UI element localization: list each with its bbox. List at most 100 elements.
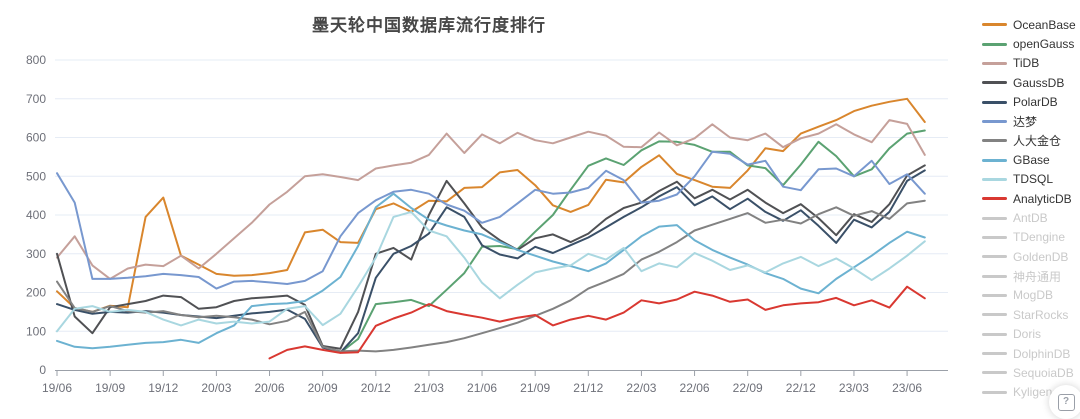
legend-label: PolarDB [1013, 95, 1058, 110]
legend-line-swatch [982, 255, 1007, 259]
legend-label: AnalyticDB [1013, 191, 1072, 206]
legend-line-swatch [982, 61, 1007, 65]
y-axis-label: 600 [26, 131, 46, 145]
x-axis-label: 22/03 [626, 381, 656, 395]
x-axis-label: 21/06 [467, 381, 497, 395]
series-line-GaussDB [56, 164, 926, 350]
legend-line-swatch [982, 216, 1007, 220]
legend-line-swatch [982, 23, 1007, 27]
legend-label: 人大金仓 [1013, 134, 1062, 149]
legend-label: MogDB [1013, 288, 1054, 303]
legend-label: TDengine [1013, 230, 1066, 245]
series-line-TDSQL [56, 210, 926, 333]
x-axis-label: 19/06 [42, 381, 72, 395]
legend-line-swatch [982, 371, 1007, 375]
series-line-openGauss [339, 129, 926, 354]
legend-label: SequoiaDB [1013, 365, 1074, 380]
x-axis-label: 22/09 [733, 381, 763, 395]
legend-line-swatch [982, 235, 1007, 239]
legend-label: openGauss [1013, 37, 1075, 52]
legend-line-swatch [982, 352, 1007, 356]
legend-label: StarRocks [1013, 307, 1069, 322]
x-axis-label: 22/06 [680, 381, 710, 395]
legend-label: GaussDB [1013, 75, 1065, 90]
legend-item-GoldenDB[interactable]: GoldenDB [982, 247, 1080, 266]
x-axis-label: 20/03 [201, 381, 231, 395]
legend-item-SequoiaDB[interactable]: SequoiaDB [982, 363, 1080, 382]
series-line-AnalyticDB [268, 285, 926, 360]
legend-label: GoldenDB [1013, 249, 1069, 264]
x-axis-label: 23/06 [892, 381, 922, 395]
legend-line-swatch [982, 293, 1007, 297]
legend-line-swatch [982, 177, 1007, 181]
y-axis-label: 100 [26, 324, 46, 338]
legend-item-GaussDB[interactable]: GaussDB [982, 73, 1080, 92]
legend-item-人大金仓[interactable]: 人大金仓 [982, 131, 1080, 150]
legend-item-Doris[interactable]: Doris [982, 325, 1080, 344]
series-line-TiDB [56, 119, 926, 280]
y-axis-label: 500 [26, 169, 46, 183]
legend-line-swatch [982, 158, 1007, 162]
legend-line-swatch [982, 274, 1007, 278]
series-line-人大金仓 [56, 199, 926, 353]
legend-item-DolphinDB[interactable]: DolphinDB [982, 344, 1080, 363]
chart-title: 墨天轮中国数据库流行度排行 [312, 16, 546, 35]
legend-label: DolphinDB [1013, 346, 1071, 361]
help-button[interactable]: ? [1049, 385, 1080, 419]
legend-item-AntDB[interactable]: AntDB [982, 208, 1080, 227]
legend-line-swatch [982, 197, 1007, 201]
legend-label: TiDB [1013, 56, 1040, 71]
question-mark-icon: ? [1057, 393, 1075, 411]
x-axis-label: 20/06 [255, 381, 285, 395]
legend-label: OceanBase [1013, 17, 1076, 32]
x-axis-label: 20/09 [308, 381, 338, 395]
y-axis-label: 200 [26, 286, 46, 300]
series-line-达梦 [56, 150, 926, 290]
series-line-OceanBase [56, 97, 926, 313]
legend-item-openGauss[interactable]: openGauss [982, 34, 1080, 53]
x-axis-label: 19/12 [148, 381, 178, 395]
legend-item-神舟通用[interactable]: 神舟通用 [982, 266, 1080, 285]
legend: OceanBase openGauss TiDB GaussDB PolarDB 达梦人大… [982, 15, 1080, 402]
y-axis-label: 300 [26, 247, 46, 261]
x-axis-label: 20/12 [361, 381, 391, 395]
legend-label: 达梦 [1013, 114, 1038, 129]
x-axis-label: 19/09 [95, 381, 125, 395]
legend-label: 神舟通用 [1013, 269, 1062, 284]
series-line-GBase [56, 192, 926, 350]
x-axis-label: 21/03 [414, 381, 444, 395]
legend-line-swatch [982, 81, 1007, 85]
series-line-PolarDB [56, 169, 926, 354]
legend-line-swatch [982, 313, 1007, 317]
legend-label: TDSQL [1013, 172, 1054, 187]
legend-item-TDengine[interactable]: TDengine [982, 228, 1080, 247]
legend-item-达梦[interactable]: 达梦 [982, 112, 1080, 131]
legend-label: AntDB [1013, 211, 1048, 226]
y-axis-label: 0 [39, 363, 46, 377]
y-axis-label: 400 [26, 208, 46, 222]
legend-item-OceanBase[interactable]: OceanBase [982, 15, 1080, 34]
x-axis-label: 23/03 [839, 381, 869, 395]
legend-line-swatch [982, 100, 1007, 104]
legend-item-TiDB[interactable]: TiDB [982, 54, 1080, 73]
legend-item-AnalyticDB[interactable]: AnalyticDB [982, 189, 1080, 208]
legend-item-GBase[interactable]: GBase [982, 150, 1080, 169]
y-axis-label: 700 [26, 92, 46, 106]
legend-line-swatch [982, 119, 1007, 123]
legend-item-PolarDB[interactable]: PolarDB [982, 92, 1080, 111]
x-axis-label: 21/12 [573, 381, 603, 395]
legend-line-swatch [982, 139, 1007, 143]
x-axis-label: 21/09 [520, 381, 550, 395]
legend-item-MogDB[interactable]: MogDB [982, 286, 1080, 305]
legend-line-swatch [982, 332, 1007, 336]
legend-line-swatch [982, 390, 1007, 394]
legend-item-TDSQL[interactable]: TDSQL [982, 170, 1080, 189]
y-axis-label: 800 [26, 53, 46, 67]
x-axis-label: 22/12 [786, 381, 816, 395]
legend-item-StarRocks[interactable]: StarRocks [982, 305, 1080, 324]
legend-line-swatch [982, 42, 1007, 46]
legend-label: GBase [1013, 153, 1050, 168]
legend-label: Doris [1013, 327, 1042, 342]
